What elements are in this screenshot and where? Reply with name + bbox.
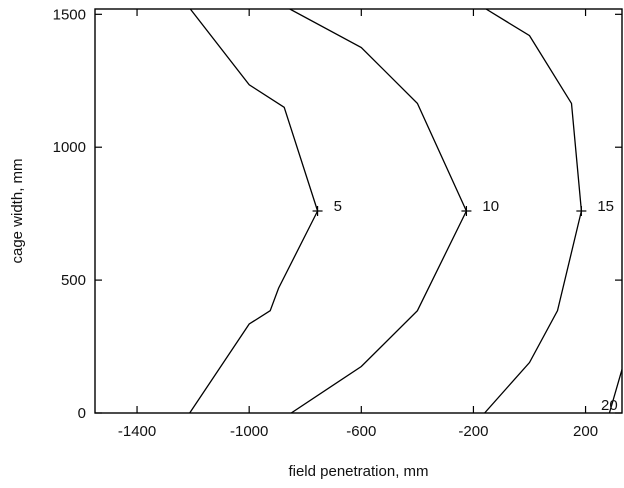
contour-label-10: 10 bbox=[482, 198, 499, 215]
contour-label-20: 20 bbox=[601, 397, 618, 414]
label-layer: 5 10 15 20 bbox=[312, 198, 618, 414]
y-tick-label: 500 bbox=[61, 272, 86, 289]
y-axis-label: cage width, mm bbox=[9, 158, 26, 263]
contour-label-15: 15 bbox=[597, 198, 614, 215]
y-tick-label: 0 bbox=[78, 405, 86, 422]
contour-marker-10 bbox=[461, 206, 472, 216]
contour-marker-15 bbox=[576, 206, 587, 216]
y-tick-label: 1000 bbox=[53, 139, 86, 156]
contour-marker-5 bbox=[312, 206, 323, 216]
x-tick-label: -200 bbox=[458, 423, 488, 440]
series-layer bbox=[189, 9, 622, 413]
x-tick-label: -1000 bbox=[230, 423, 268, 440]
contour-label-5: 5 bbox=[334, 198, 342, 215]
contour-line-20 bbox=[608, 367, 622, 413]
x-tick-label: -600 bbox=[346, 423, 376, 440]
x-tick-label: 200 bbox=[573, 423, 598, 440]
contour-line-5 bbox=[189, 9, 319, 413]
x-tick-label: -1400 bbox=[118, 423, 156, 440]
y-tick-label: 1500 bbox=[53, 6, 86, 23]
x-axis-label: field penetration, mm bbox=[288, 463, 428, 480]
tick-layer: -1400 -1000 -600 -200 200 0 500 1000 1500 bbox=[53, 6, 622, 440]
plot-frame bbox=[94, 8, 623, 414]
